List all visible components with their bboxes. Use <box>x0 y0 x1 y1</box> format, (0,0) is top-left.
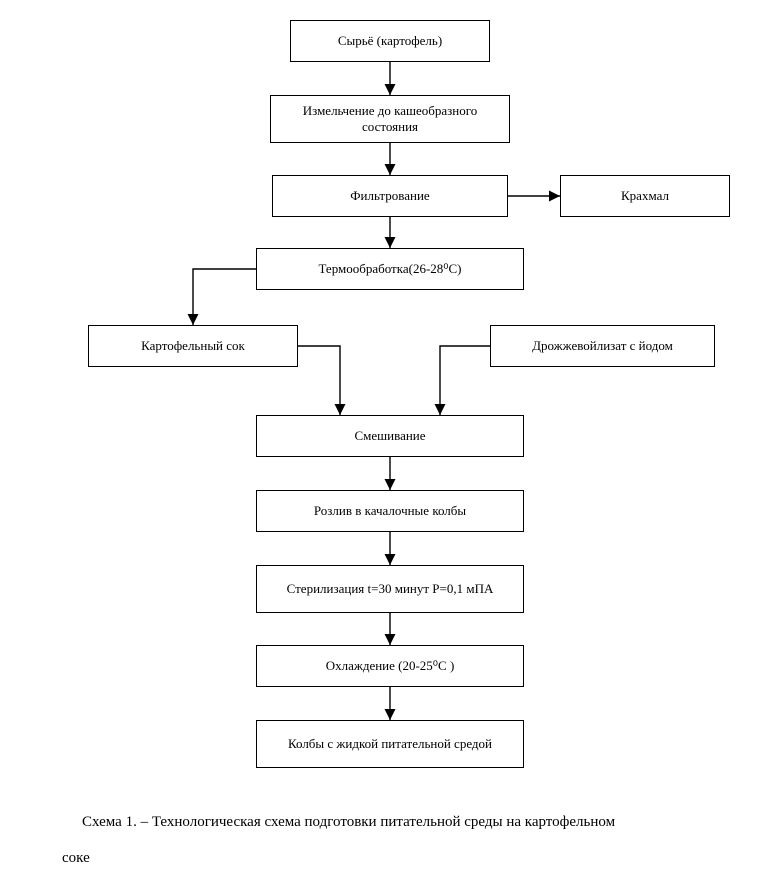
caption-line2: соке <box>62 846 760 870</box>
node-label: Розлив в качалочные колбы <box>314 503 466 519</box>
node-n5: Термообработка(26-28⁰С) <box>256 248 524 290</box>
node-label: Термообработка(26-28⁰С) <box>318 261 461 277</box>
node-label: Крахмал <box>621 188 669 204</box>
figure-caption: Схема 1. – Технологическая схема подгото… <box>82 810 760 870</box>
node-n2: Измельчение до кашеобразного состояния <box>270 95 510 143</box>
node-label: Колбы с жидкой питательной средой <box>288 736 492 752</box>
edge <box>440 346 490 415</box>
edge <box>298 346 340 415</box>
node-n10: Стерилизация t=30 минут P=0,1 мПА <box>256 565 524 613</box>
node-label: Стерилизация t=30 минут P=0,1 мПА <box>287 581 494 597</box>
edge <box>193 269 256 325</box>
node-label: Смешивание <box>354 428 425 444</box>
node-n1: Сырьё (картофель) <box>290 20 490 62</box>
node-n12: Колбы с жидкой питательной средой <box>256 720 524 768</box>
node-label: Сырьё (картофель) <box>338 33 442 49</box>
node-n11: Охлаждение (20-25⁰С ) <box>256 645 524 687</box>
node-label: Дрожжевойлизат с йодом <box>532 338 673 354</box>
flowchart-canvas: Сырьё (картофель) Измельчение до кашеобра… <box>0 0 780 888</box>
node-n8: Смешивание <box>256 415 524 457</box>
node-n3: Фильтрование <box>272 175 508 217</box>
node-n9: Розлив в качалочные колбы <box>256 490 524 532</box>
node-label: Картофельный сок <box>141 338 245 354</box>
node-label: Фильтрование <box>350 188 429 204</box>
node-n4: Крахмал <box>560 175 730 217</box>
caption-line1: Схема 1. – Технологическая схема подгото… <box>82 810 760 834</box>
node-label: Измельчение до кашеобразного состояния <box>275 103 505 136</box>
node-label: Охлаждение (20-25⁰С ) <box>326 658 455 674</box>
node-n6: Картофельный сок <box>88 325 298 367</box>
node-n7: Дрожжевойлизат с йодом <box>490 325 715 367</box>
